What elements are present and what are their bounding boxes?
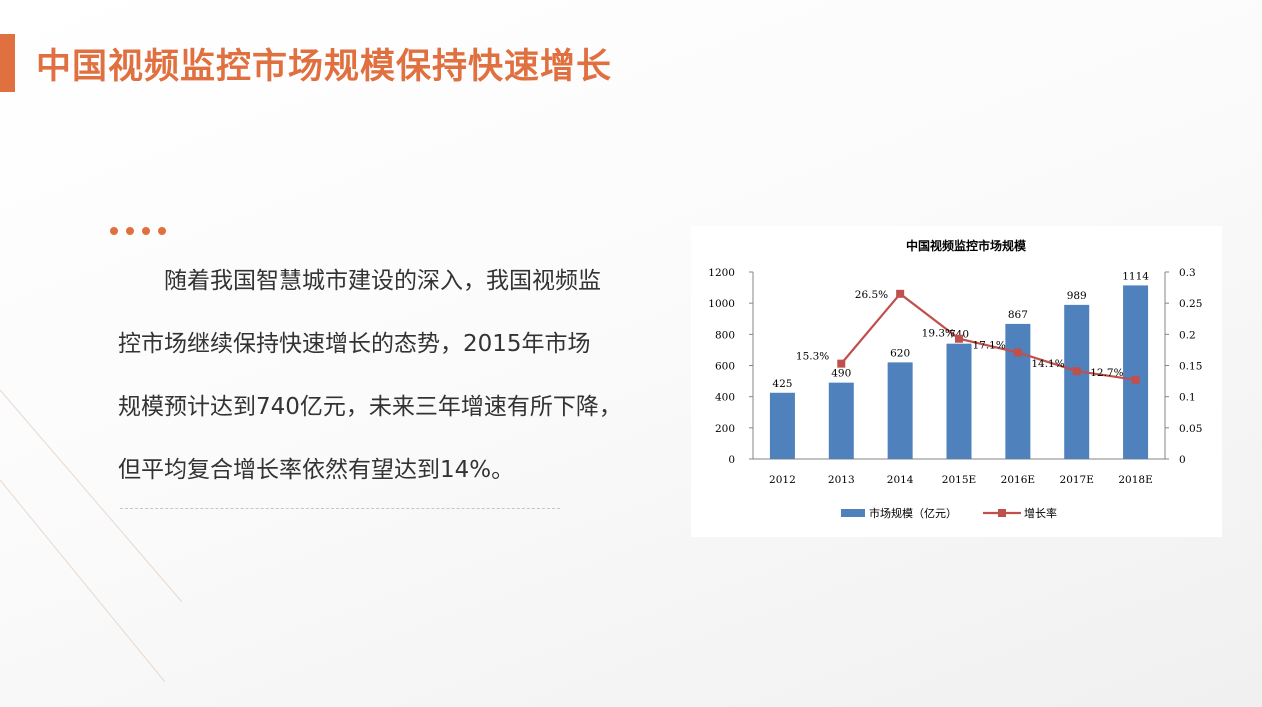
- growth-label: 17.1%: [972, 339, 1005, 351]
- left-tick-label: 1000: [708, 298, 735, 310]
- x-axis-labels: 2012 2013 2014 2015E 2016E 2017E 2018E: [769, 474, 1153, 486]
- bar-label: 740: [949, 329, 969, 341]
- bar-label: 425: [772, 378, 792, 390]
- x-tick-label: 2015E: [942, 474, 976, 486]
- right-tick-label: 0.05: [1179, 423, 1202, 435]
- market-size-chart: 中国视频监控市场规模 0 200 400 600 800 1000 1200 0 0.05 0.…: [708, 238, 1202, 520]
- right-tick-label: 0.2: [1179, 329, 1196, 341]
- bar-label: 1114: [1122, 270, 1149, 282]
- legend-swatch-bars: [841, 509, 865, 517]
- bar-series: [769, 285, 1149, 459]
- body-line: 控市场继续保持快速增长的态势，2015年市场: [118, 331, 591, 357]
- left-tick-label: 0: [728, 454, 735, 466]
- x-tick-label: 2018E: [1118, 474, 1152, 486]
- bullet-dots: [110, 227, 166, 235]
- right-tick-label: 0.15: [1179, 361, 1202, 373]
- left-tick-label: 800: [715, 329, 735, 341]
- bar-2014: [887, 362, 913, 459]
- title-accent-bar: [0, 34, 15, 92]
- bar-2016E: [1005, 323, 1031, 459]
- growth-rate-line: [840, 292, 1136, 381]
- right-axis: 0 0.05 0.1 0.15 0.2 0.25 0.3: [1164, 267, 1202, 466]
- legend-label-line: 增长率: [1024, 506, 1057, 520]
- chart-panel: 中国视频监控市场规模 0 200 400 600 800 1000 1200 0 0.05 0.…: [691, 226, 1222, 537]
- legend-marker-line: [998, 509, 1006, 517]
- bar-2018E: [1123, 285, 1149, 459]
- x-tick-label: 2014: [887, 474, 914, 486]
- growth-label: 12.7%: [1090, 367, 1123, 379]
- right-tick-label: 0: [1179, 454, 1186, 466]
- growth-marker: [837, 359, 846, 368]
- growth-marker: [896, 289, 905, 298]
- growth-marker: [1013, 348, 1022, 357]
- body-line: 但平均复合增长率依然有望达到14%。: [118, 457, 515, 483]
- body-line: 随着我国智慧城市建设的深入，我国视频监: [164, 268, 601, 294]
- bar-2012: [769, 392, 795, 459]
- x-tick-label: 2016E: [1001, 474, 1035, 486]
- growth-label: 26.5%: [855, 289, 888, 301]
- bar-2013: [828, 382, 854, 459]
- x-tick-label: 2013: [828, 474, 855, 486]
- bar-2015E: [946, 343, 972, 459]
- body-line: 规模预计达到740亿元，未来三年增速有所下降，: [118, 394, 622, 420]
- bar-label: 867: [1008, 309, 1028, 321]
- left-tick-label: 400: [715, 392, 735, 404]
- x-tick-label: 2012: [769, 474, 796, 486]
- left-tick-label: 1200: [708, 267, 735, 279]
- growth-marker: [1072, 367, 1081, 376]
- chart-title: 中国视频监控市场规模: [906, 238, 1027, 253]
- bar-2017E: [1064, 304, 1090, 459]
- growth-label: 14.1%: [1031, 358, 1064, 370]
- x-tick-label: 2017E: [1060, 474, 1094, 486]
- left-tick-label: 200: [715, 423, 735, 435]
- chart-legend: 市场规模（亿元） 增长率: [841, 506, 1057, 520]
- right-tick-label: 0.3: [1179, 267, 1196, 279]
- bar-value-labels: 425 490 620 740 867 989 1114: [772, 270, 1149, 389]
- left-tick-label: 600: [715, 361, 735, 373]
- right-tick-label: 0.25: [1179, 298, 1202, 310]
- legend-label-bars: 市场规模（亿元）: [869, 506, 957, 520]
- dashed-divider: [120, 508, 560, 509]
- page-title: 中国视频监控市场规模保持快速增长: [36, 47, 613, 87]
- bar-label: 989: [1067, 290, 1087, 302]
- decorative-lines: [0, 389, 183, 683]
- growth-rate-series: 15.3% 26.5% 19.3% 17.1% 14.1% 12.7%: [796, 289, 1140, 384]
- bar-label: 620: [890, 347, 910, 359]
- growth-marker: [1131, 375, 1140, 384]
- right-tick-label: 0.1: [1179, 392, 1196, 404]
- growth-label: 15.3%: [796, 351, 829, 363]
- bar-label: 490: [831, 368, 851, 380]
- growth-label: 19.3%: [922, 328, 955, 340]
- body-paragraph: 随着我国智慧城市建设的深入，我国视频监 控市场继续保持快速增长的态势，2015年…: [118, 250, 688, 502]
- growth-marker: [955, 334, 963, 343]
- left-axis: 0 200 400 600 800 1000 1200: [708, 267, 1165, 466]
